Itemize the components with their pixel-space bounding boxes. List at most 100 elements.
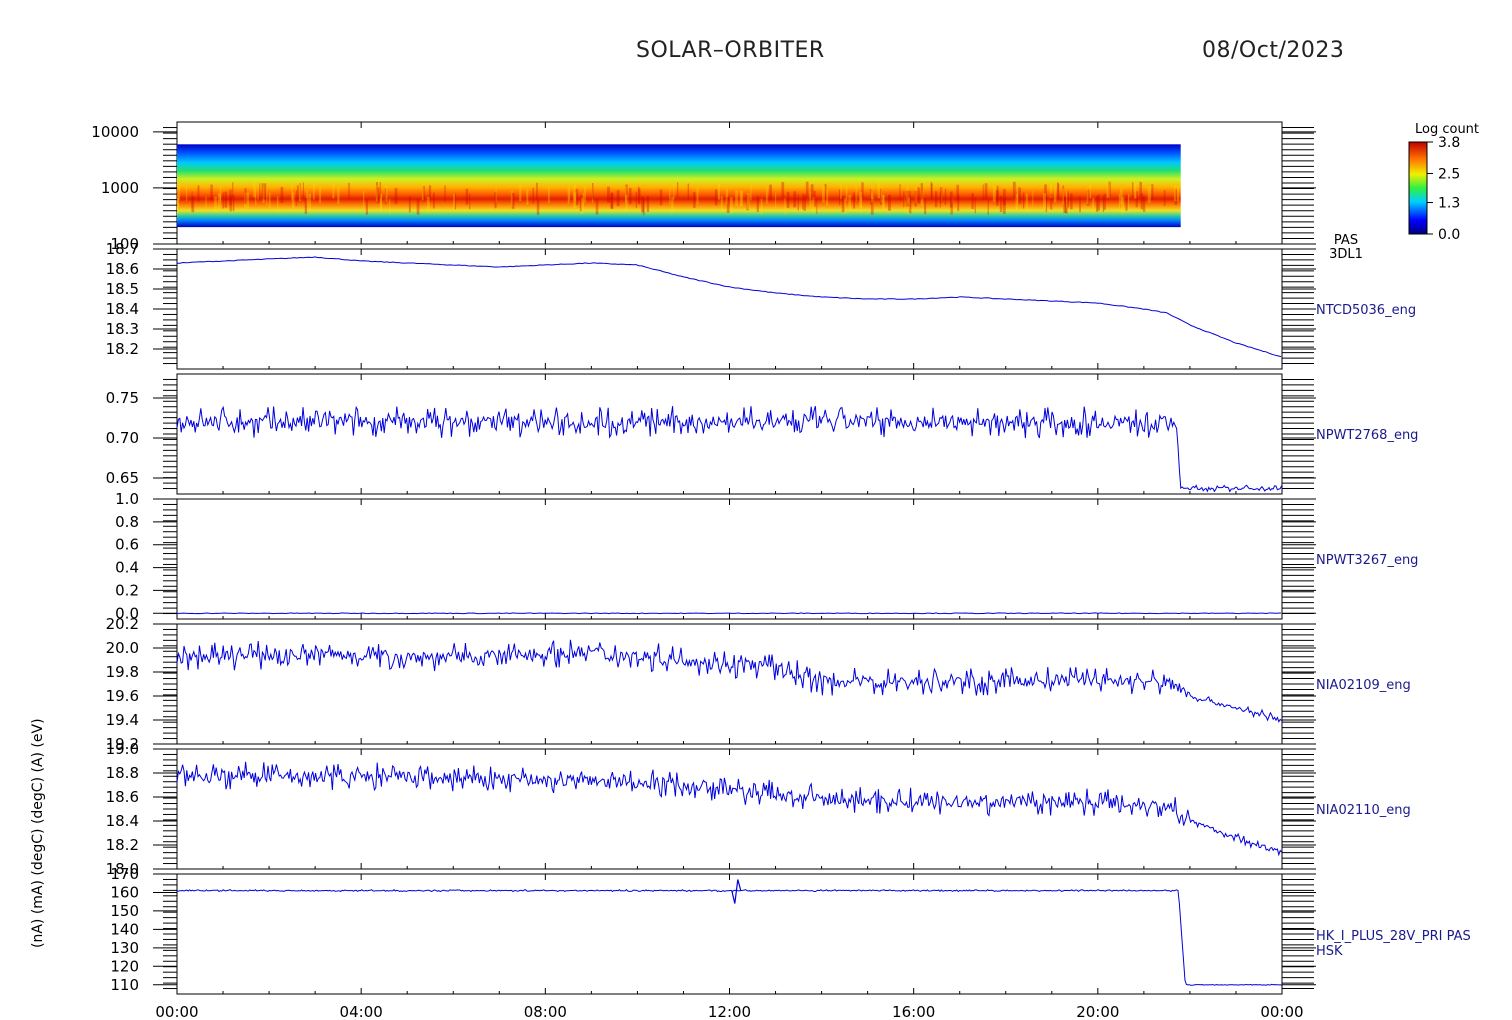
y-tick-label: 0.4 [115,559,139,577]
spectrogram-streak [253,181,256,198]
spectrogram-streak [840,183,842,200]
spectrogram-streak [861,182,864,199]
spectrogram-streak [583,192,585,209]
spectrogram-streak [950,198,953,215]
spectrogram-streak [841,196,845,213]
spectrogram-streak [786,191,790,208]
panel-7-frame [176,873,1283,995]
side-label-6: NIA02110_eng [1316,803,1411,818]
y-tick-label: 19.0 [106,740,139,758]
spectrogram-streak [1050,193,1053,210]
y-tick-label: 20.2 [106,615,139,633]
panel-2-frame [176,248,1283,370]
spectrogram-streak [1118,193,1121,210]
spectrogram-streak [908,197,911,214]
spectrogram-streak [532,187,534,204]
spectrogram-streak [1106,181,1110,198]
spectrogram-streak [879,188,883,205]
spectrogram-streak [1086,189,1090,206]
panel-4-frame [176,498,1283,620]
spectrogram-streak [760,198,763,215]
spectrogram-streak [635,192,638,209]
spectrogram-streak [197,185,200,202]
spectrogram-streak [802,193,804,210]
spectrogram-streak [591,187,593,204]
mission-title: SOLAR–ORBITER [636,38,825,63]
spectrogram-streak [646,195,650,212]
spectrogram-streak [304,197,308,214]
spectrogram-streak [232,182,234,199]
spectrogram-streak [956,184,960,201]
spectrogram-streak [306,190,309,207]
y-tick-label: 0.65 [106,469,139,487]
spectrogram-streak [1086,188,1089,205]
y-tick-label: 140 [110,920,139,938]
spectrogram-streak [379,182,381,199]
y-tick-label: 18.4 [106,300,139,318]
series-spike [731,879,742,904]
spectrogram-streak [839,189,841,206]
spectrogram-streak [687,183,690,200]
spectrogram-streak [793,191,797,208]
spectrogram-streak [726,196,730,213]
spectrogram-streak [659,189,663,206]
spectrogram-streak [1121,197,1125,214]
spectrogram-streak [781,182,785,199]
y-tick-label: 18.0 [106,860,139,878]
spectrogram-streak [591,183,594,200]
spectrogram-streak [261,183,264,200]
spectrogram-streak [1017,187,1019,204]
spectrogram-streak [1174,189,1177,206]
spectrogram-streak [1092,197,1095,214]
spectrogram-streak [996,185,999,202]
spectrogram-streak [909,191,911,208]
y-tick-label: 18.2 [106,836,139,854]
spectrogram-streak [974,197,976,214]
spectrogram-streak [735,190,739,207]
y-tick-label: 20.0 [106,639,139,657]
spectrogram-streak [217,193,221,210]
spectrogram-streak [244,192,246,209]
spectrogram-streak [375,185,378,202]
spectrogram-streak [428,185,432,202]
spectrogram-streak [1140,193,1144,210]
spectrogram-streak [416,198,420,215]
spectrogram-streak [1103,193,1106,210]
y-tick-label: 160 [110,883,139,901]
spectrogram-streak [348,182,350,199]
x-tick-label: 00:00 [1260,1003,1303,1020]
spectrogram-streak [821,186,825,203]
spectrogram-streak [298,185,301,202]
y-tick-label: 1000 [101,179,139,197]
spectrogram-streak [299,183,301,200]
spectrogram-streak [669,188,671,205]
spectrogram-streak [746,193,750,210]
spectrogram-streak [1066,191,1068,208]
spectrogram-streak [296,185,299,202]
y-tick-label: 170 [110,865,139,883]
spectrogram-streak [1063,196,1067,213]
spectrogram-streak [906,197,910,214]
spectrogram-streak [1135,182,1137,199]
spectrogram-streak [930,183,933,200]
y-tick-label: 110 [110,976,139,994]
spectrogram-streak [229,189,232,206]
series-line-4 [177,612,1282,615]
left-axis-title: (nA) (mA) (degC) (degC) (A) (eV) [30,718,46,948]
spectrogram-streak [784,198,786,215]
spectrogram-streak [1002,197,1006,214]
spectrogram-streak [1032,191,1034,208]
series-line-5 [176,639,1282,723]
colorbar-tick-label: 0.0 [1438,227,1460,243]
colorbar-title: Log count [1415,122,1479,137]
spectrogram-streak [637,186,640,203]
spectrogram-streak [1102,195,1105,212]
spectrogram-streak [813,190,816,207]
spectrogram-streak [720,196,723,213]
spectrogram-streak [696,188,699,205]
spectrogram-streak [992,185,996,202]
spectrogram-streak [210,184,213,201]
spectrogram-streak [903,197,905,214]
spectrogram-streak [362,190,365,207]
spectrogram-streak [987,198,989,215]
